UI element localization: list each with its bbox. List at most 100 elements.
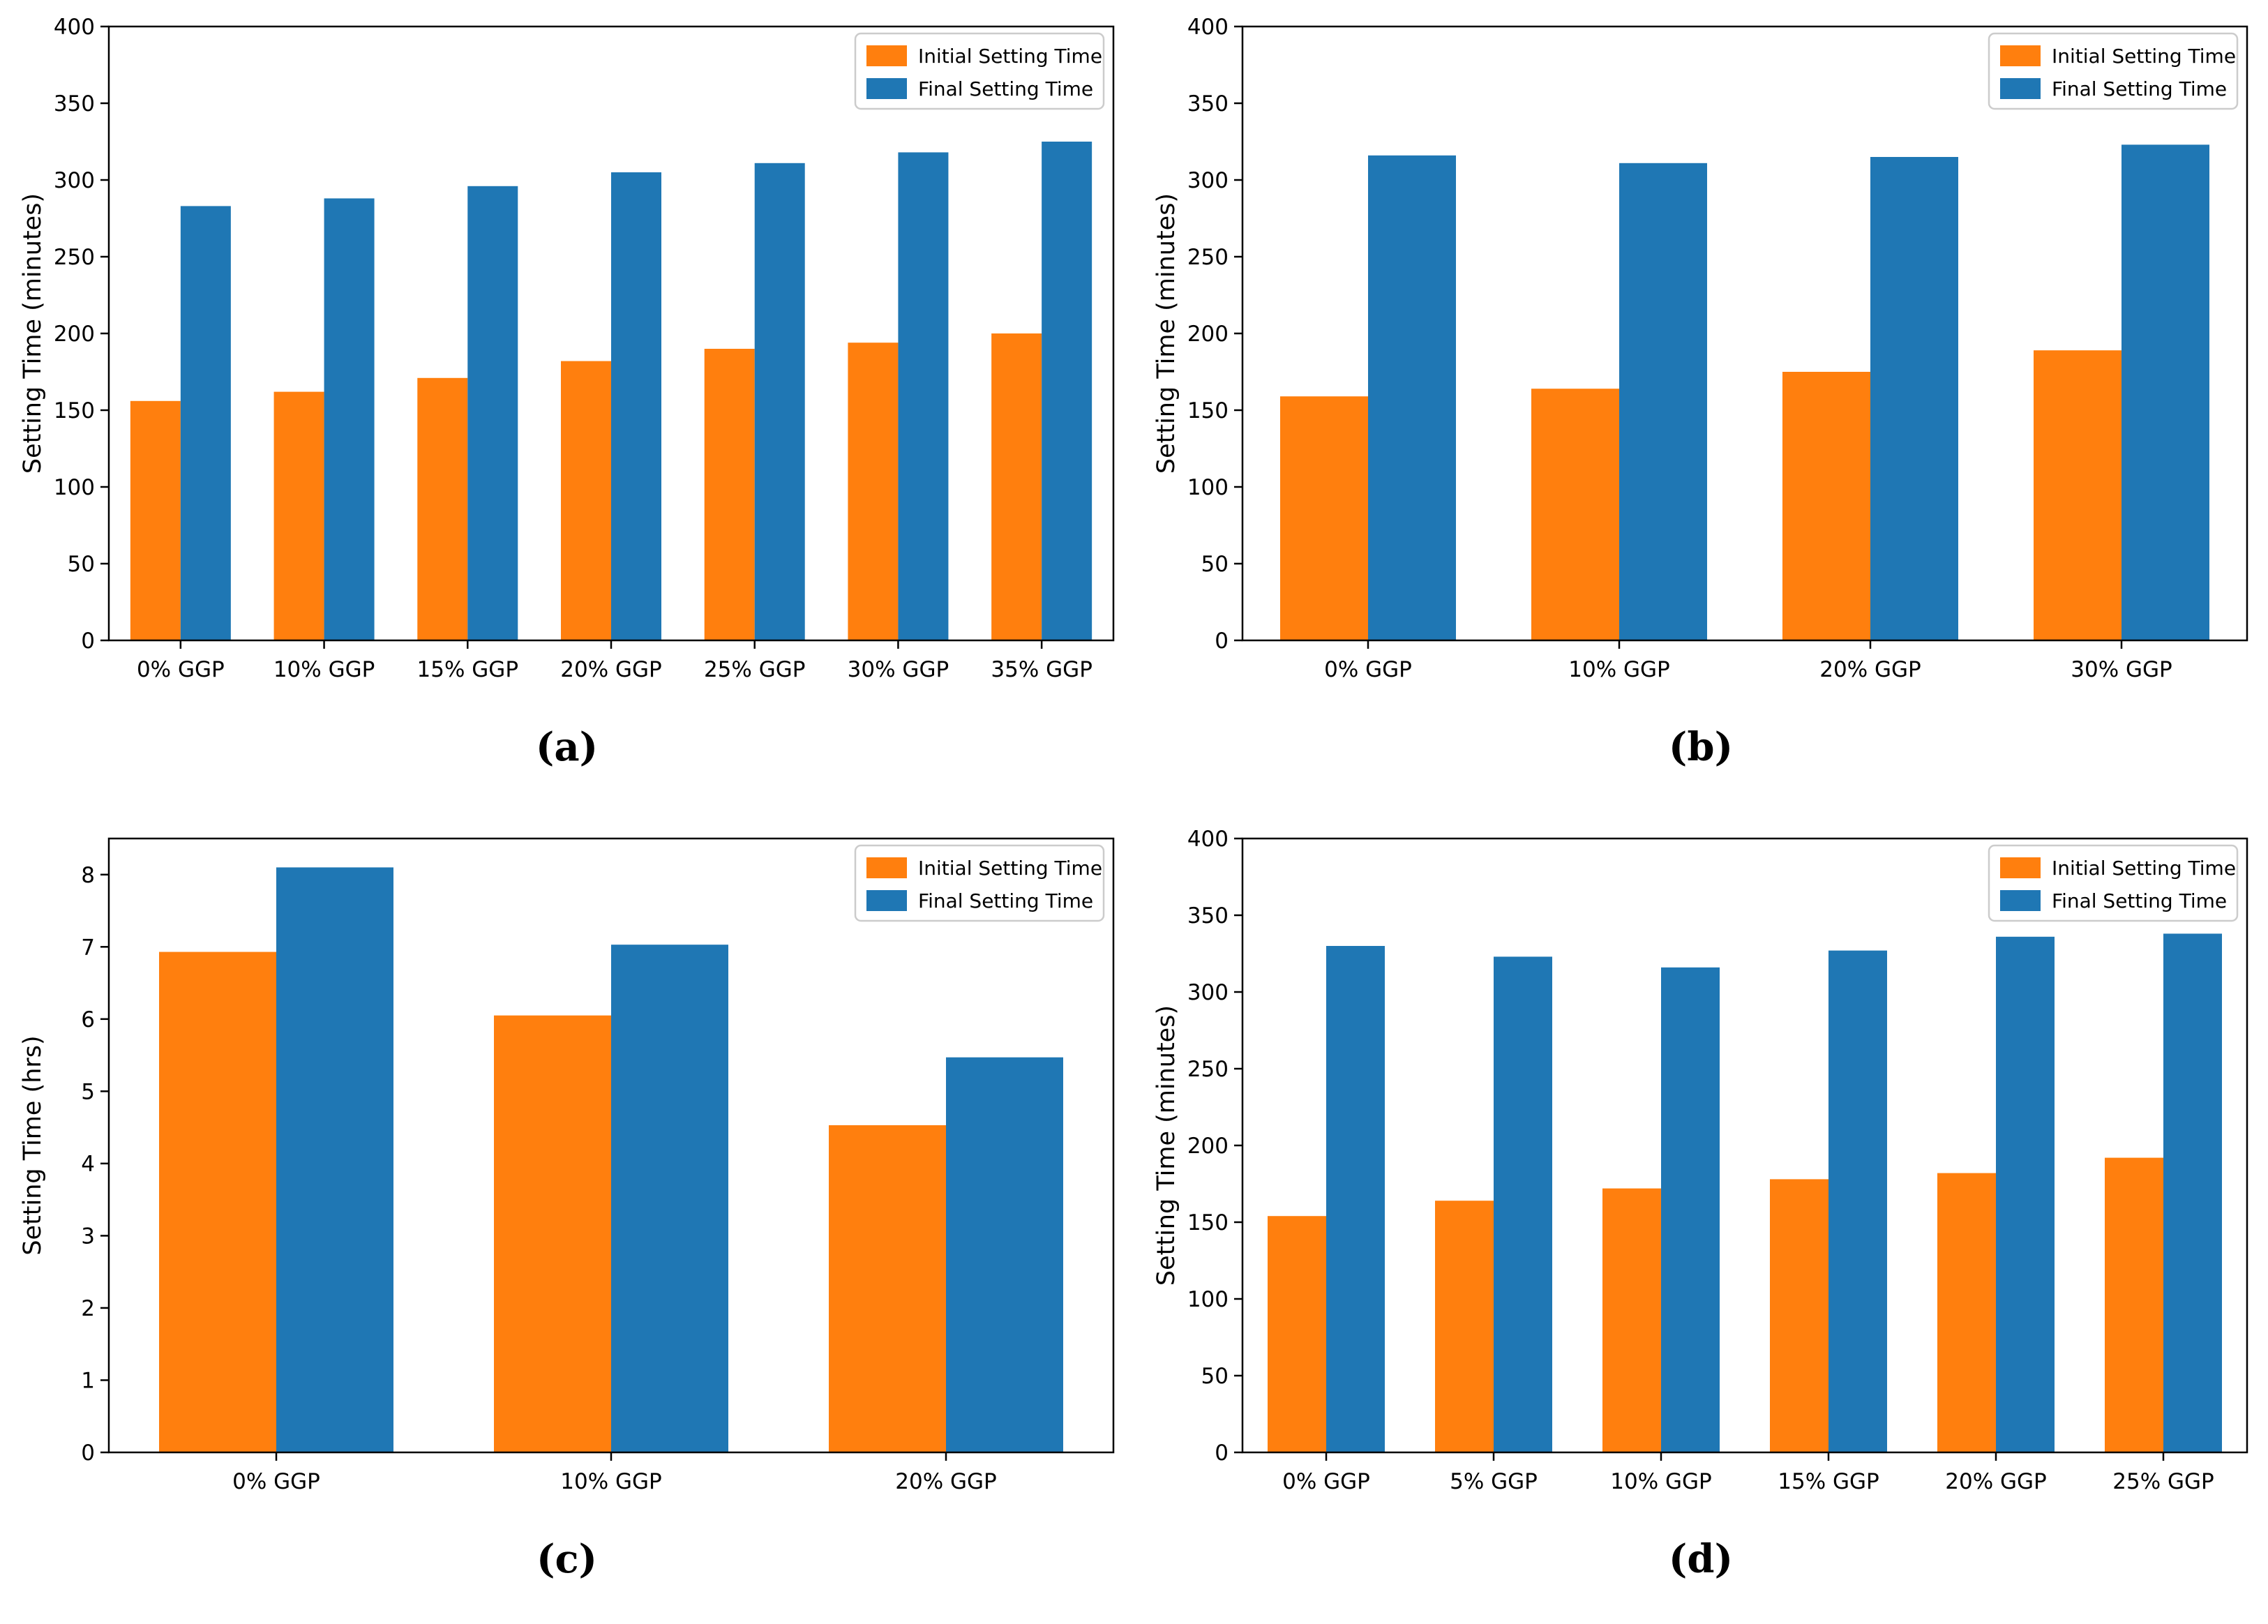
bar-final bbox=[1368, 155, 1456, 641]
x-tick-label: 15% GGP bbox=[1778, 1469, 1879, 1494]
bar-initial bbox=[1782, 372, 1870, 640]
bar-final bbox=[1828, 950, 1887, 1452]
plot-area bbox=[1242, 839, 2247, 1452]
bar-final bbox=[324, 198, 375, 640]
y-tick-label: 2 bbox=[81, 1296, 95, 1321]
y-tick-label: 6 bbox=[81, 1007, 95, 1032]
x-tick-label: 25% GGP bbox=[703, 657, 805, 682]
y-tick-label: 150 bbox=[53, 398, 94, 423]
y-tick-label: 200 bbox=[1187, 322, 1229, 347]
y-tick-label: 3 bbox=[81, 1224, 95, 1249]
x-tick-label: 20% GGP bbox=[1945, 1469, 2047, 1494]
axes-frame bbox=[107, 837, 1114, 1454]
bar-initial bbox=[828, 1125, 946, 1452]
y-tick-label: 400 bbox=[53, 15, 94, 40]
y-tick-label: 250 bbox=[53, 245, 94, 270]
y-tick-label: 300 bbox=[53, 168, 94, 193]
bar-final bbox=[754, 163, 805, 641]
legend-swatch-initial bbox=[866, 45, 907, 66]
bar-initial bbox=[2105, 1157, 2163, 1452]
y-tick-label: 200 bbox=[1187, 1134, 1229, 1159]
bar-final bbox=[2121, 144, 2209, 640]
panel-caption-b: (b) bbox=[1668, 724, 1734, 770]
bar-initial bbox=[493, 1015, 611, 1452]
bar-final bbox=[1870, 157, 1958, 640]
y-tick-label: 4 bbox=[81, 1152, 95, 1177]
legend-label-final: Final Setting Time bbox=[918, 889, 1093, 912]
bar-final bbox=[1661, 967, 1720, 1452]
y-tick-label: 50 bbox=[1201, 1364, 1229, 1389]
legend-label-initial: Initial Setting Time bbox=[918, 45, 1102, 68]
y-tick-label: 400 bbox=[1187, 15, 1229, 40]
x-tick-label: 20% GGP bbox=[560, 657, 662, 682]
panel-b: 0 50 100 150 200 250 300 350 400 Setting Time (mi… bbox=[1134, 0, 2268, 812]
x-tick-label: 30% GGP bbox=[847, 657, 949, 682]
legend-swatch-initial bbox=[2000, 45, 2041, 66]
legend-swatch-final bbox=[2000, 78, 2041, 99]
bar-final bbox=[1326, 946, 1385, 1452]
x-tick-label: 25% GGP bbox=[2112, 1469, 2214, 1494]
chart-d: 0 50 100 150 200 250 300 350 400 Setting Time (mi… bbox=[1152, 827, 2248, 1494]
bar-initial bbox=[1770, 1179, 1828, 1452]
bar-final bbox=[610, 945, 728, 1452]
x-tick-label: 5% GGP bbox=[1450, 1469, 1538, 1494]
y-tick-label: 8 bbox=[81, 863, 95, 888]
y-tick-label: 350 bbox=[1187, 903, 1229, 928]
bar-final bbox=[897, 152, 948, 640]
x-tick-label: 30% GGP bbox=[2071, 657, 2172, 682]
bar-final bbox=[1996, 936, 2055, 1452]
y-tick-label: 150 bbox=[1187, 1210, 1229, 1235]
bar-final bbox=[945, 1057, 1063, 1452]
y-tick-label: 0 bbox=[81, 1441, 95, 1466]
legend-box bbox=[1988, 844, 2239, 922]
y-tick-label: 350 bbox=[1187, 91, 1229, 116]
y-tick-label: 50 bbox=[67, 552, 94, 577]
x-tick-label: 10% GGP bbox=[1568, 657, 1670, 682]
legend-label-final: Final Setting Time bbox=[2052, 77, 2227, 100]
chart-b: 0 50 100 150 200 250 300 350 400 Setting Time (mi… bbox=[1152, 15, 2248, 682]
panel-caption-a: (a) bbox=[535, 724, 599, 770]
axes-frame bbox=[1241, 837, 2248, 1454]
legend-box bbox=[1988, 32, 2239, 110]
legend-swatch-final bbox=[2000, 890, 2041, 911]
bar-initial bbox=[1268, 1216, 1326, 1452]
x-tick-label: 0% GGP bbox=[232, 1469, 320, 1494]
y-tick-label: 200 bbox=[53, 322, 94, 347]
legend-label-initial: Initial Setting Time bbox=[2052, 857, 2236, 880]
legend-box bbox=[854, 32, 1104, 110]
legend-label-initial: Initial Setting Time bbox=[2052, 45, 2236, 68]
y-tick-label: 5 bbox=[81, 1079, 95, 1104]
bar-initial bbox=[1937, 1173, 1996, 1452]
y-tick-label: 150 bbox=[1187, 398, 1229, 423]
bar-initial bbox=[130, 400, 181, 640]
bar-initial bbox=[847, 343, 898, 640]
bar-final bbox=[1619, 163, 1707, 641]
bar-initial bbox=[560, 361, 611, 640]
bar-initial bbox=[273, 391, 324, 640]
bar-initial bbox=[2034, 350, 2121, 640]
panel-c: 0 1 2 3 4 5 6 7 8 Setting Time (hrs) 0% GGP 10% GGP… bbox=[0, 812, 1134, 1624]
x-tick-label: 20% GGP bbox=[895, 1469, 997, 1494]
y-tick-label: 50 bbox=[1201, 552, 1229, 577]
panel-d: 0 50 100 150 200 250 300 350 400 Setting Time (mi… bbox=[1134, 812, 2268, 1624]
bar-initial bbox=[1531, 389, 1619, 640]
x-tick-label: 0% GGP bbox=[136, 657, 224, 682]
legend-label-final: Final Setting Time bbox=[918, 77, 1093, 100]
legend-swatch-initial bbox=[866, 857, 907, 878]
chart-c: 0 1 2 3 4 5 6 7 8 Setting Time (hrs) 0% GGP 10% GGP… bbox=[19, 837, 1114, 1494]
x-tick-label: 15% GGP bbox=[416, 657, 518, 682]
y-tick-label: 100 bbox=[53, 475, 94, 500]
y-tick-label: 100 bbox=[1187, 1287, 1229, 1312]
x-tick-label: 0% GGP bbox=[1282, 1469, 1370, 1494]
y-tick-label: 1 bbox=[81, 1368, 95, 1393]
x-tick-label: 20% GGP bbox=[1819, 657, 1921, 682]
x-tick-label: 0% GGP bbox=[1324, 657, 1412, 682]
y-tick-label: 300 bbox=[1187, 168, 1229, 193]
chart-a: 0 50 100 150 200 250 300 350 400 Setting Time (mi… bbox=[19, 15, 1114, 682]
y-tick-label: 0 bbox=[81, 629, 95, 654]
bar-final bbox=[276, 867, 393, 1452]
y-axis-label: Setting Time (hrs) bbox=[19, 1035, 47, 1255]
bar-final bbox=[180, 206, 231, 640]
legend-box bbox=[854, 844, 1104, 922]
x-tick-label: 35% GGP bbox=[991, 657, 1092, 682]
